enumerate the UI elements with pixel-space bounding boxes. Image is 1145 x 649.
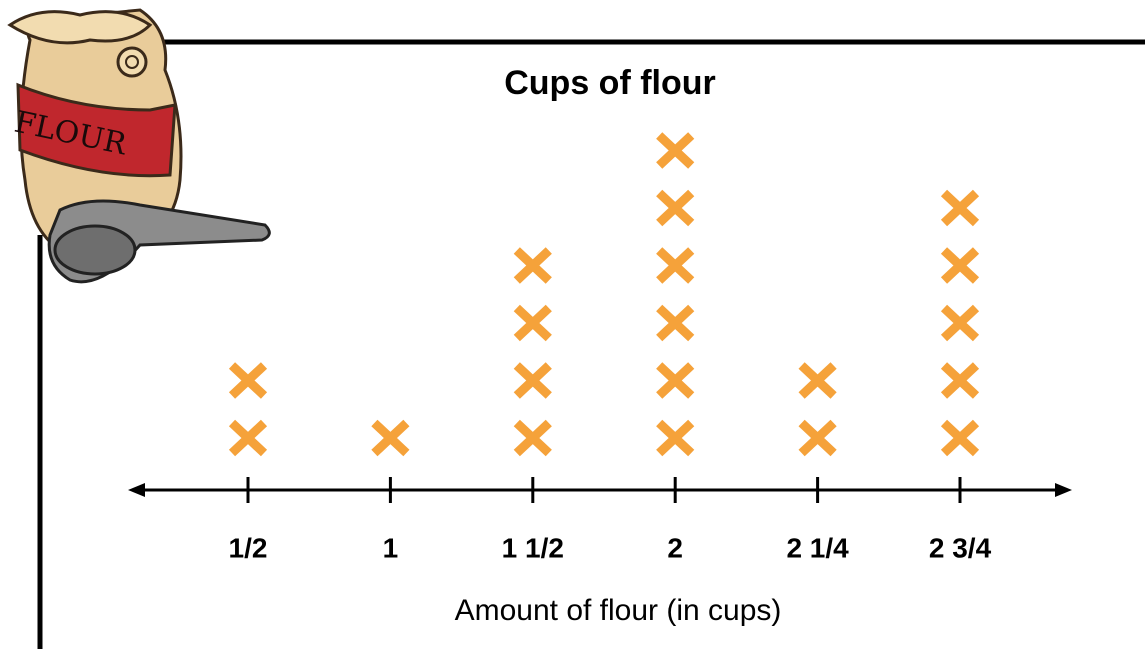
x-mark — [659, 193, 691, 223]
x-axis-label: Amount of flour (in cups) — [455, 594, 782, 627]
x-tick-label: 1 1/2 — [502, 532, 564, 563]
x-tick-label: 2 3/4 — [929, 532, 992, 563]
x-mark — [659, 136, 691, 166]
x-mark — [517, 366, 549, 396]
x-mark — [374, 423, 406, 453]
x-mark — [944, 366, 976, 396]
x-tick-label: 2 1/4 — [786, 532, 849, 563]
x-mark — [944, 251, 976, 281]
x-mark — [659, 251, 691, 281]
x-mark — [944, 308, 976, 338]
x-tick-label: 2 — [667, 532, 683, 563]
x-mark — [802, 423, 834, 453]
x-mark — [517, 251, 549, 281]
chart: FLOUR Cups of flour Amount of flour (in … — [0, 0, 1145, 649]
axis-arrow-left — [128, 483, 145, 497]
x-mark — [232, 366, 264, 396]
x-mark — [659, 423, 691, 453]
flour-illustration: FLOUR — [10, 10, 269, 282]
chart-title: Cups of flour — [504, 64, 716, 102]
x-mark — [944, 423, 976, 453]
x-mark — [659, 308, 691, 338]
x-tick-label: 1 — [383, 532, 399, 563]
x-mark — [944, 193, 976, 223]
x-mark — [659, 366, 691, 396]
x-mark — [232, 423, 264, 453]
x-mark — [802, 366, 834, 396]
x-tick-label: 1/2 — [229, 532, 268, 563]
x-mark — [517, 423, 549, 453]
x-mark — [517, 308, 549, 338]
axis-arrow-right — [1055, 483, 1072, 497]
